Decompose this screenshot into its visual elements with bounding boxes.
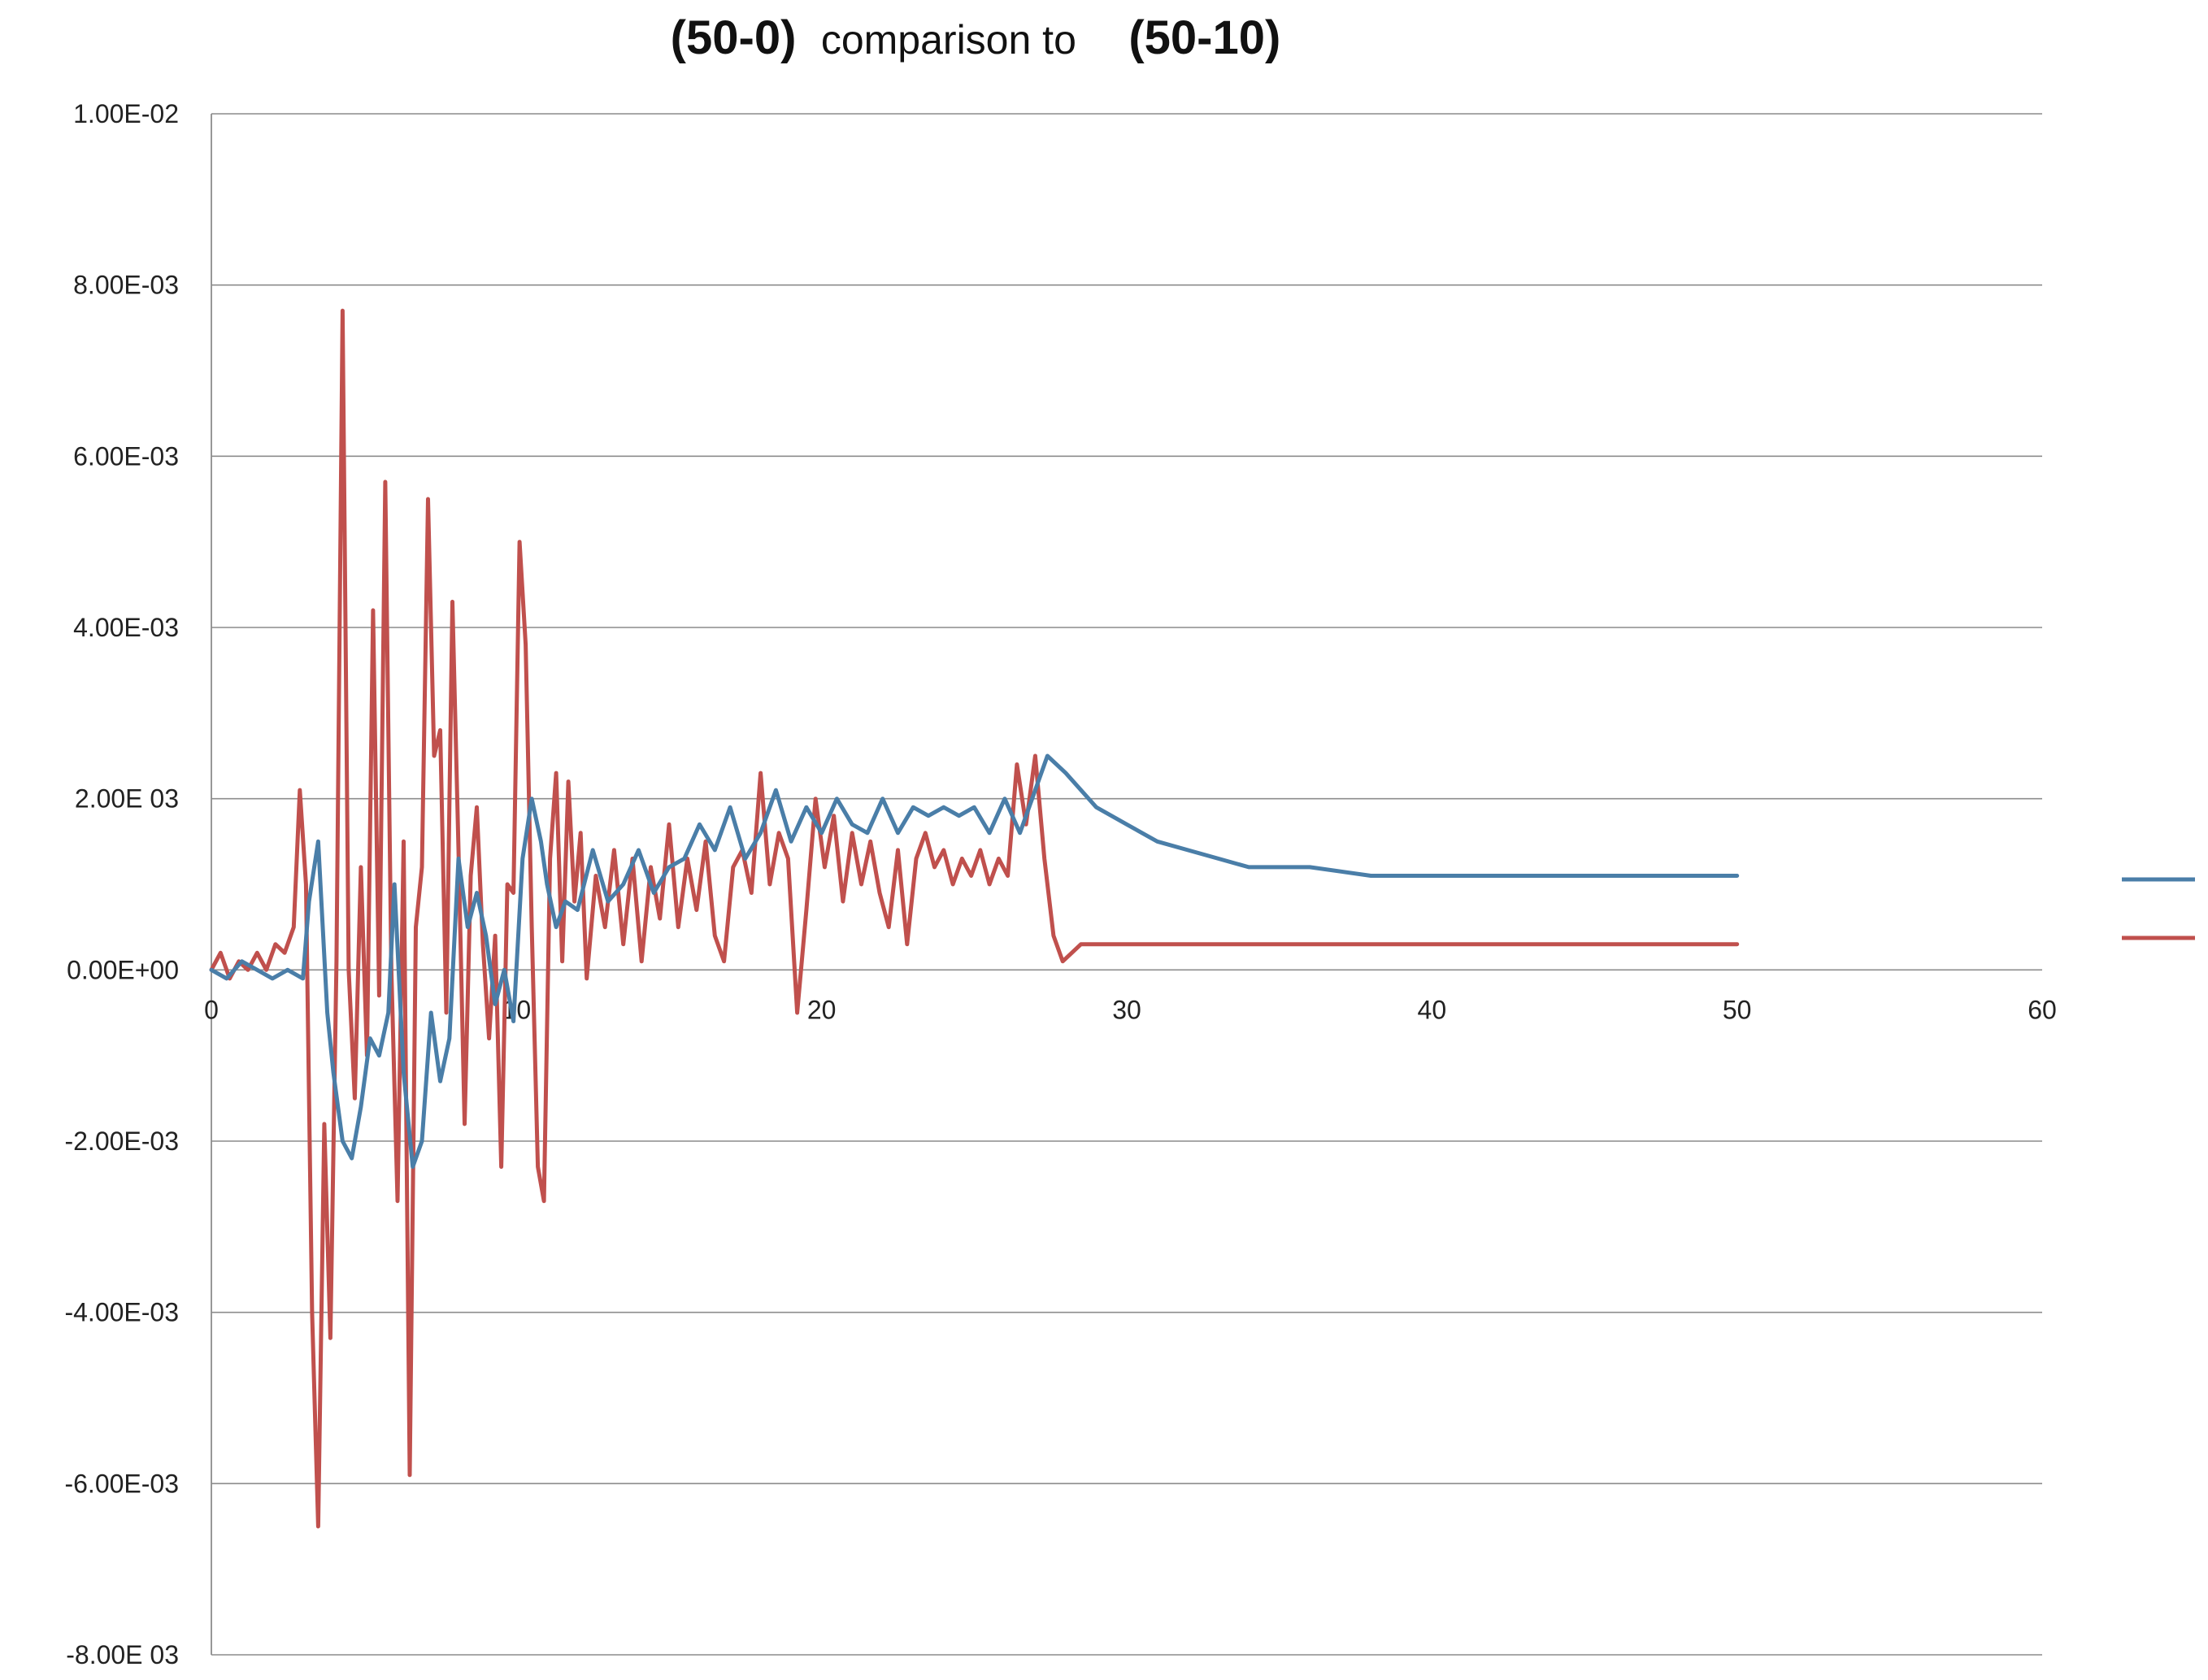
gridlines xyxy=(211,113,2042,1656)
x-tick-label: 20 xyxy=(807,995,837,1024)
legend xyxy=(2122,877,2195,940)
y-tick-label: 1.00E-02 xyxy=(73,99,179,128)
series-line-2 xyxy=(209,308,1740,1529)
data-series xyxy=(209,308,1740,1529)
y-tick-label: 4.00E-03 xyxy=(73,613,179,642)
x-tick-label: 40 xyxy=(1418,995,1447,1024)
x-tick-label: 60 xyxy=(2028,995,2057,1024)
y-tick-label: 8.00E-03 xyxy=(73,271,179,300)
x-axis-tick-labels: 0 10 20 30 40 50 60 xyxy=(204,995,2057,1024)
x-tick-label: 30 xyxy=(1112,995,1141,1024)
y-tick-label: 0.00E+00 xyxy=(67,955,179,984)
x-tick-label: 0 xyxy=(204,995,219,1024)
y-tick-label: -4.00E-03 xyxy=(64,1298,179,1327)
chart-title: (50-0) comparison to (50-10) xyxy=(671,11,1281,64)
y-axis-tick-labels: 1.00E-02 8.00E-03 6.00E-03 4.00E-03 2.00E 03… xyxy=(64,99,179,1669)
y-tick-label: 2.00E 03 xyxy=(75,784,179,814)
chart-title-part1: (50-0) xyxy=(671,11,797,64)
x-tick-label: 50 xyxy=(1723,995,1752,1024)
chart-title-part2: comparison to xyxy=(821,17,1076,63)
series-line-1 xyxy=(209,753,1740,1170)
y-tick-label: -6.00E-03 xyxy=(64,1469,179,1498)
y-tick-label: -2.00E-03 xyxy=(64,1127,179,1156)
y-tick-label: -8.00E 03 xyxy=(66,1640,179,1669)
chart-title-part3: (50-10) xyxy=(1128,11,1280,64)
y-tick-label: 6.00E-03 xyxy=(73,441,179,471)
